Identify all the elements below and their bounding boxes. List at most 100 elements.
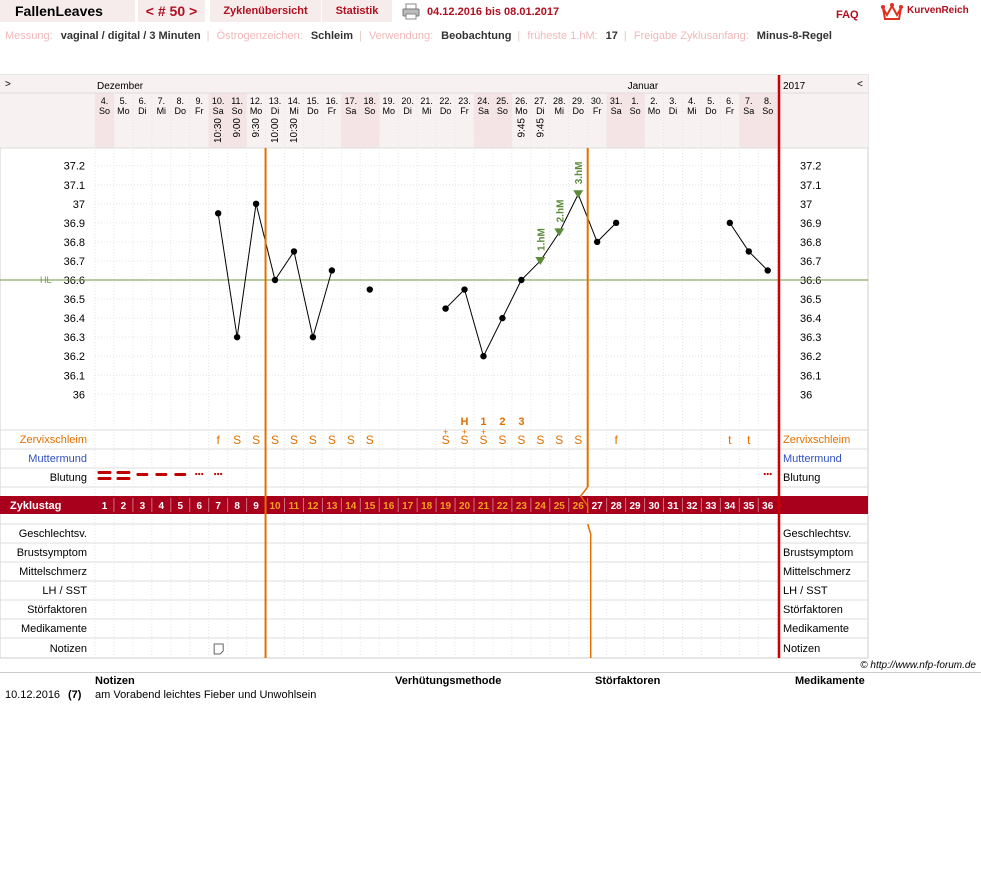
copyright[interactable]: © http://www.nfp-forum.de [860,660,976,671]
cervix-mark: S [290,433,298,447]
temperature-point[interactable] [461,286,468,293]
row-label-right-breast-symptom[interactable]: Brustsymptom [783,547,853,559]
temperature-point[interactable] [309,333,317,341]
row-label-notes[interactable]: Notizen [50,643,87,655]
notes-table-header: Notizen Verhütungsmethode Störfaktoren M… [0,672,981,687]
cycleday-bar [0,496,868,514]
row-label-disturbances[interactable]: Störfaktoren [27,604,87,616]
row-label-right-lh-test[interactable]: LH / SST [783,585,828,597]
row-label-right-cervix-position[interactable]: Muttermund [783,453,842,465]
weekday-label: Mi [157,106,167,116]
temperature-line [521,260,541,281]
row-label-intercourse[interactable]: Geschlechtsv. [19,528,87,540]
cycleday-number: 34 [724,501,736,512]
cervix-mark: S [517,433,525,447]
date-label: 6. [726,96,734,106]
row-label-medication[interactable]: Medikamente [21,623,87,635]
weekday-label: Mo [250,106,263,116]
brand-name[interactable]: KurvenReich [907,5,969,16]
date-label: 8. [177,96,185,106]
temperature-point[interactable] [214,210,222,217]
bleeding-spotting [195,472,198,476]
weekend-shade [341,93,361,148]
cycleday-number: 17 [402,501,414,512]
temperature-line [445,289,465,309]
temp-tick-left: 36.6 [64,275,85,287]
row-label-bleeding[interactable]: Blutung [50,472,87,484]
faq-link[interactable]: FAQ [836,9,859,21]
temperature-point[interactable] [366,286,373,293]
temperature-point[interactable] [499,314,506,322]
cervix-mark: S [328,433,336,447]
temperature-point[interactable] [328,267,336,274]
temperature-point[interactable] [745,248,752,255]
cervix-mark: S [442,433,450,447]
date-range: 04.12.2016 bis 08.01.2017 [427,6,560,18]
temp-tick-left: 36.1 [64,370,85,382]
nav-next-arrow[interactable]: < [857,79,863,90]
row-label-lh-test[interactable]: LH / SST [42,585,87,597]
bleeding-medium [136,473,149,476]
row-label-right-cervix[interactable]: Zervixschleim [783,434,850,446]
temperature-point[interactable] [252,200,260,207]
row-label-right-mid-pain[interactable]: Mittelschmerz [783,566,851,578]
cervix-mark: S [271,433,279,447]
temperature-point[interactable] [518,276,525,284]
weekday-label: So [232,106,243,116]
temperature-point[interactable] [290,248,298,255]
info-key-measurement: Messung: [5,30,53,42]
date-label: 17. [345,96,358,106]
row-label-right-disturbances[interactable]: Störfaktoren [783,604,843,616]
date-label: 14. [288,96,301,106]
row-label-cervix[interactable]: Zervixschleim [20,434,87,446]
cervix-mark: S [233,433,241,447]
row-label-right-medication[interactable]: Medikamente [783,623,849,635]
weekday-label: So [762,106,773,116]
temperature-point[interactable] [764,267,771,274]
weekday-label: So [364,106,375,116]
info-key-release: Freigabe Zyklusanfang: [633,30,749,42]
high-measure-label: 2.hM [555,200,566,223]
peak-day-label: 3 [518,416,524,428]
row-label-right-notes[interactable]: Notizen [783,643,820,655]
peak-day-label: 2 [499,416,505,428]
notes-col-medication: Medikamente [795,675,865,687]
statistics-link[interactable]: Statistik [322,0,392,22]
cycle-overview-link[interactable]: Zyklenübersicht [210,0,321,22]
cycleday-number: 26 [573,501,585,512]
nav-prev-arrow[interactable]: > [5,79,11,90]
row-label-breast-symptom[interactable]: Brustsymptom [17,547,87,559]
row-label-cervix-position[interactable]: Muttermund [28,453,87,465]
cycleday-number: 22 [497,501,509,512]
row-label-right-intercourse[interactable]: Geschlechtsv. [783,528,851,540]
temperature-line [539,232,560,262]
crown-logo-icon[interactable] [880,2,904,22]
info-key-estrogen: Östrogenzeichen: [216,30,303,42]
temperature-point[interactable] [442,305,449,312]
cycleday-number: 14 [345,501,357,512]
weekday-label: Mo [515,106,528,116]
date-label: 8. [764,96,772,106]
temperature-point[interactable] [612,219,620,227]
measure-time: 10:30 [213,118,224,143]
row-label-right-bleeding[interactable]: Blutung [783,472,820,484]
temperature-line [596,222,617,243]
note-icon[interactable] [213,643,224,655]
row-label-mid-pain[interactable]: Mittelschmerz [19,566,87,578]
temperature-point[interactable] [271,276,279,284]
cycleday-number: 12 [307,501,319,512]
measure-time: 9:30 [251,118,262,138]
temperature-point[interactable] [233,333,241,341]
high-measure-marker [535,256,546,265]
cycle-navigator[interactable]: < # 50 > [138,0,205,22]
temperature-point[interactable] [593,238,601,246]
cycleday-number: 30 [648,501,660,512]
cycleday-number: 24 [535,501,547,512]
temperature-point[interactable] [480,353,487,360]
date-label: 10. [212,96,225,106]
temperature-point[interactable] [726,219,734,227]
cycleday-number: 28 [611,501,623,512]
bleeding-spotting [214,472,217,476]
printer-icon[interactable] [402,3,420,20]
temp-tick-left: 36.7 [64,256,85,268]
